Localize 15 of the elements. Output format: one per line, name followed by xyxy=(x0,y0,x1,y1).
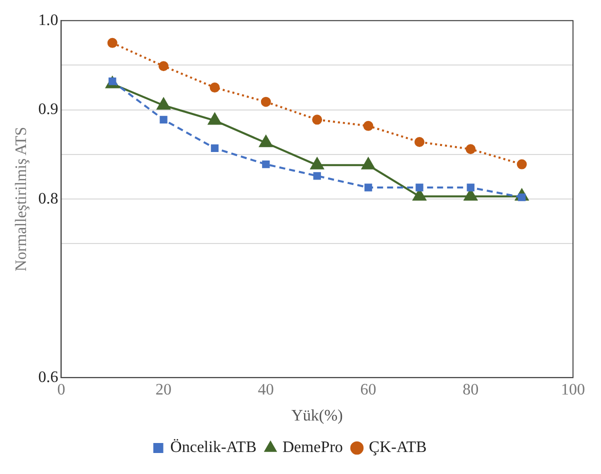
legend-label: Öncelik-ATB xyxy=(170,439,256,456)
legend-label: ÇK-ATB xyxy=(368,439,427,456)
y-tick-label: 0.6 xyxy=(38,368,58,386)
x-axis-title: Yük(%) xyxy=(291,408,343,425)
y-tick-label: 0.8 xyxy=(38,190,58,208)
legend-label: DemePro xyxy=(282,439,343,456)
x-tick-label: 40 xyxy=(258,381,274,398)
x-tick-label: 60 xyxy=(360,381,376,398)
y-tick-label: 1.0 xyxy=(38,12,58,29)
y-axis-title: Normalleştirilmiş ATS xyxy=(12,126,30,272)
x-tick-label: 0 xyxy=(57,381,66,398)
x-tick-label: 100 xyxy=(561,381,585,398)
x-tick-label: 20 xyxy=(156,381,172,398)
x-tick-label: 80 xyxy=(462,381,479,398)
y-tick-label: 0.9 xyxy=(38,101,58,118)
